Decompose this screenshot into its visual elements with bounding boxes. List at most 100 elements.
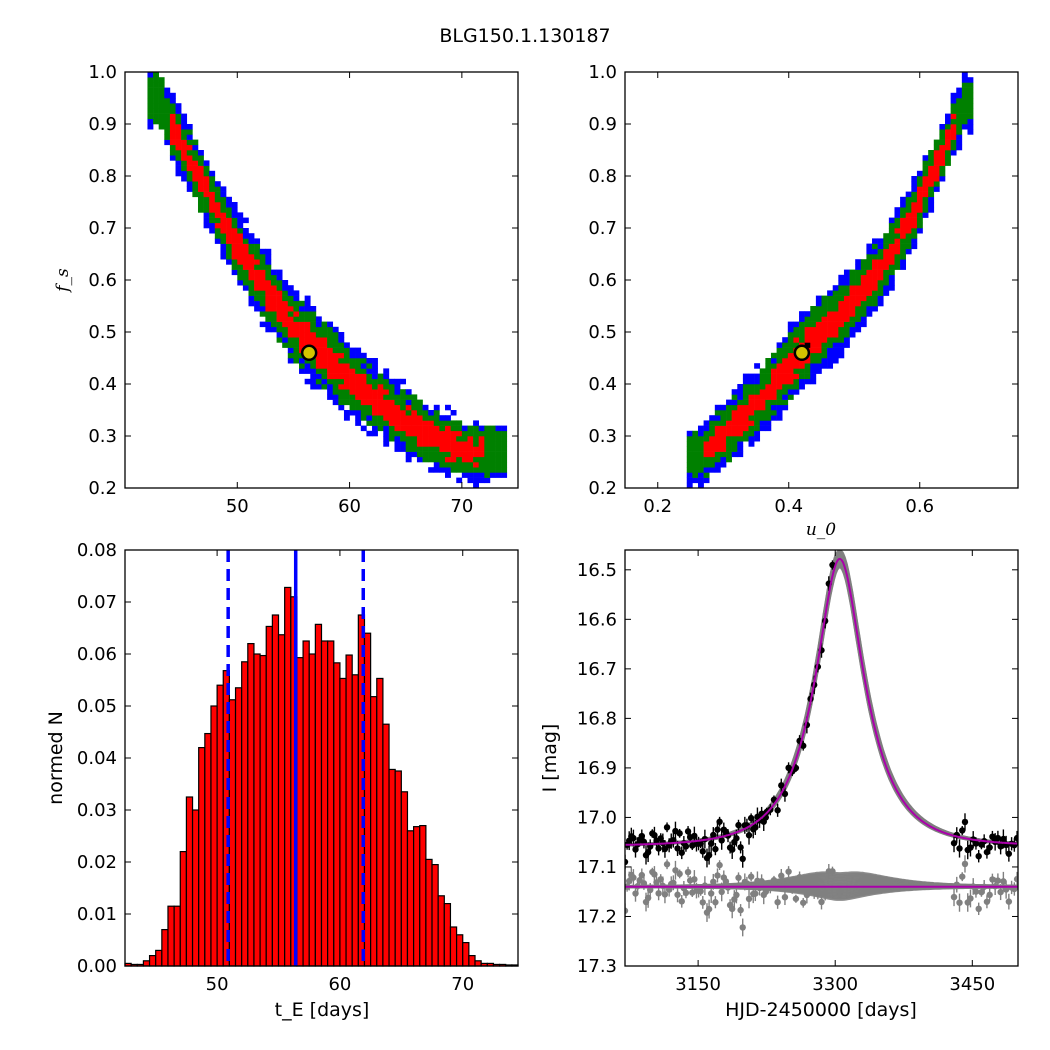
inner-region-cell (804, 358, 811, 364)
data-point (961, 818, 969, 826)
inner-region-cell (242, 259, 249, 265)
middle-region-cell (355, 404, 362, 411)
axis-ticks: 50 60 700.20.30.40.50.60.70.80.91.0 (88, 62, 518, 517)
middle-region-cell (821, 300, 828, 307)
middle-region-cell (197, 202, 204, 208)
inner-region-cell (815, 326, 822, 333)
middle-region-cell (439, 451, 446, 458)
outer-region-cell (686, 482, 693, 489)
y-tick-label: 0.00 (77, 956, 117, 977)
middle-region-cell (467, 425, 474, 432)
outer-region-cell (226, 202, 232, 208)
inner-region-cell (276, 300, 283, 307)
middle-region-cell (692, 467, 699, 473)
outer-region-cell (259, 321, 266, 328)
middle-region-cell (282, 332, 289, 338)
middle-region-cell (192, 155, 199, 161)
residual-point (1005, 898, 1013, 905)
outer-region-cell (254, 238, 261, 244)
outer-region-cell (338, 404, 345, 411)
inner-region-cell (343, 378, 350, 385)
data-point (983, 848, 991, 856)
middle-region-cell (815, 352, 822, 359)
outer-region-cell (686, 430, 693, 437)
inner-region-cell (377, 410, 384, 416)
inner-region-cell (338, 363, 345, 369)
outer-region-cell (220, 254, 227, 260)
middle-region-cell (501, 451, 508, 458)
data-point (705, 851, 713, 859)
middle-region-cell (866, 300, 873, 307)
middle-region-cell (164, 118, 171, 125)
inner-region-cell (827, 326, 834, 333)
middle-region-cell (147, 92, 154, 99)
outer-region-cell (956, 139, 963, 146)
histogram-bar (376, 677, 384, 967)
inner-region-cell (377, 399, 384, 406)
middle-region-cell (209, 181, 216, 187)
outer-region-cell (181, 170, 188, 177)
inner-region-cell (714, 430, 721, 437)
histogram-bar (431, 863, 439, 967)
outer-region-cell (355, 347, 362, 354)
middle-region-cell (439, 420, 446, 426)
inner-region-cell (478, 441, 485, 447)
outer-region-cell (478, 425, 485, 432)
middle-region-cell (765, 373, 772, 380)
inner-region-cell (422, 420, 429, 426)
middle-region-cell (158, 87, 165, 94)
y-tick-label: 16.8 (577, 708, 617, 729)
inner-region-cell (416, 441, 423, 447)
inner-region-cell (411, 430, 418, 437)
data-point (967, 844, 974, 851)
middle-region-cell (495, 451, 502, 458)
middle-region-cell (742, 399, 749, 406)
inner-region-cell (383, 410, 390, 416)
outer-region-cell (383, 441, 390, 447)
middle-region-cell (450, 425, 457, 432)
model-band-curve (625, 565, 1018, 847)
inner-region-cell (186, 160, 193, 166)
inner-region-cell (770, 373, 777, 380)
outer-region-cell (827, 347, 834, 354)
outer-region-cell (383, 425, 390, 432)
inner-region-cell (748, 394, 755, 400)
outer-region-cell (242, 228, 249, 234)
middle-region-cell (332, 389, 339, 395)
histogram-bar (455, 934, 464, 967)
inner-region-cell (720, 441, 727, 447)
middle-region-cell (810, 358, 817, 364)
middle-region-cell (692, 430, 699, 437)
inner-region-cell (731, 415, 738, 421)
outer-region-cell (872, 238, 878, 244)
middle-region-cell (332, 378, 339, 385)
middle-region-cell (327, 342, 334, 348)
y-tick-label: 0.01 (77, 904, 117, 925)
inner-region-cell (450, 456, 457, 463)
middle-region-cell (237, 269, 244, 276)
inner-region-cell (939, 155, 946, 161)
middle-region-cell (265, 311, 272, 317)
inner-region-cell (815, 321, 822, 328)
middle-region-cell (372, 420, 378, 426)
inner-region-cell (214, 202, 221, 208)
outer-region-cell (748, 373, 755, 380)
middle-region-cell (355, 399, 362, 406)
middle-region-cell (793, 342, 800, 348)
outer-region-cell (703, 467, 710, 473)
middle-region-cell (237, 228, 244, 234)
middle-region-cell (433, 420, 440, 426)
y-tick-label: 0.5 (88, 322, 117, 343)
residual-point (829, 868, 836, 875)
middle-region-cell (759, 384, 766, 390)
middle-region-cell (456, 420, 463, 426)
inner-region-cell (709, 436, 716, 442)
inner-region-cell (838, 316, 845, 322)
inner-region-cell (315, 347, 322, 354)
outer-region-cell (310, 378, 317, 385)
inner-region-cell (883, 254, 890, 260)
middle-region-cell (276, 321, 283, 328)
middle-region-cell (248, 290, 255, 296)
middle-region-cell (248, 285, 255, 291)
outer-region-cell (765, 425, 772, 432)
